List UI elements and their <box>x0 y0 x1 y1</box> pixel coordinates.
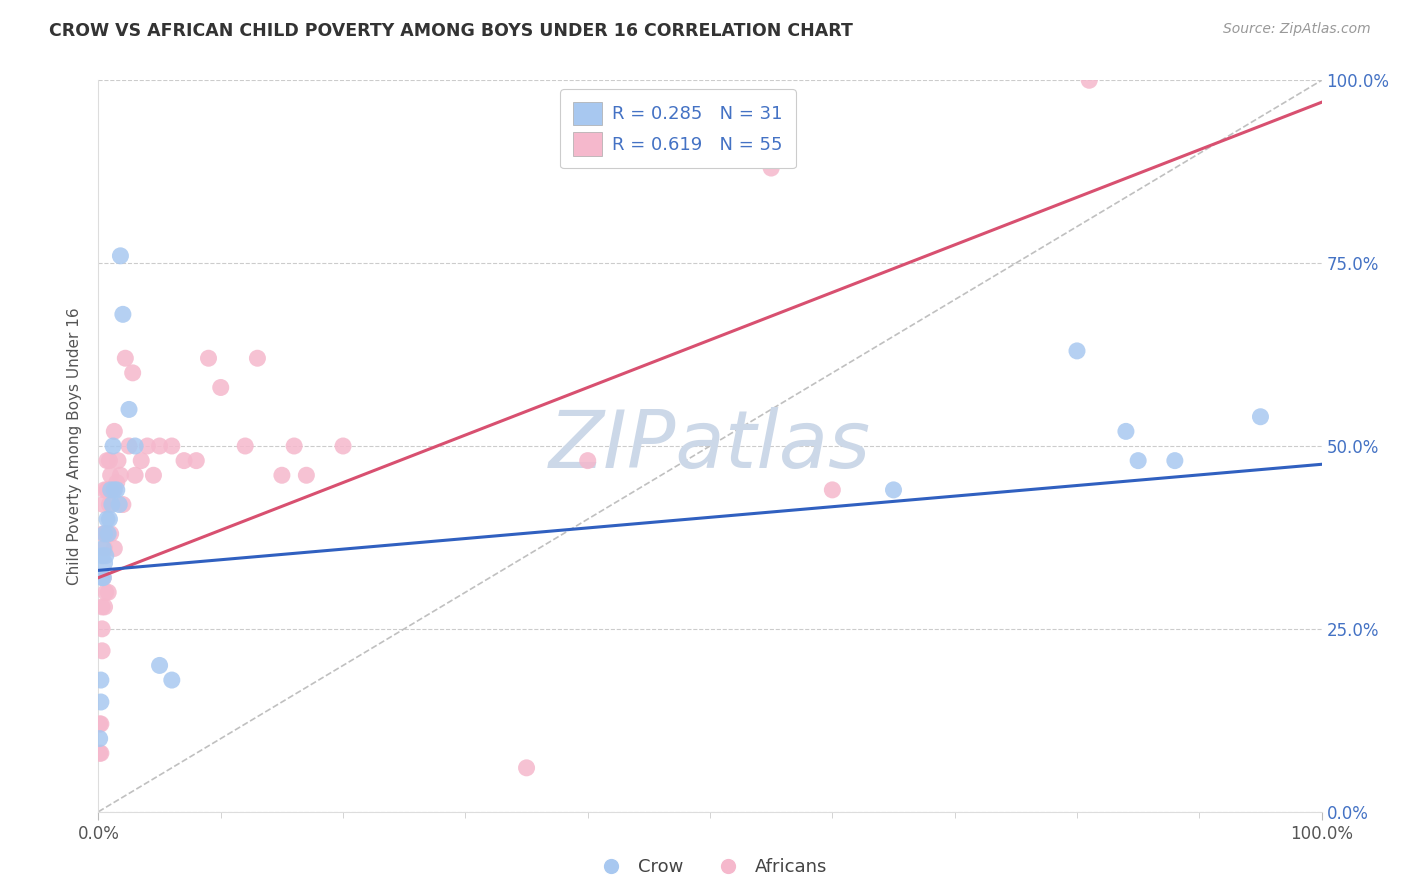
Point <box>124 468 146 483</box>
Point <box>93 599 115 614</box>
Point <box>103 541 125 556</box>
Point <box>761 161 783 175</box>
Point <box>97 483 120 497</box>
Point <box>94 526 117 541</box>
Point <box>136 439 159 453</box>
Point <box>89 746 111 760</box>
Point <box>98 512 121 526</box>
Text: Source: ZipAtlas.com: Source: ZipAtlas.com <box>1223 22 1371 37</box>
Point <box>515 761 537 775</box>
Text: CROW VS AFRICAN CHILD POVERTY AMONG BOYS UNDER 16 CORRELATION CHART: CROW VS AFRICAN CHILD POVERTY AMONG BOYS… <box>49 22 853 40</box>
Point <box>118 402 141 417</box>
Point <box>91 571 114 585</box>
Point <box>160 439 183 453</box>
Point <box>96 453 118 467</box>
Point <box>209 380 232 394</box>
Point <box>1128 453 1150 467</box>
Point <box>149 439 172 453</box>
Point <box>100 468 122 483</box>
Point <box>124 439 146 453</box>
Point <box>96 483 118 497</box>
Point <box>98 498 121 512</box>
Point <box>91 549 114 563</box>
Point <box>101 498 124 512</box>
Point <box>90 717 112 731</box>
Point <box>91 571 114 585</box>
Point <box>576 453 599 467</box>
Point <box>90 695 112 709</box>
Point <box>1249 409 1271 424</box>
Point <box>93 556 115 570</box>
Point <box>103 425 125 439</box>
Point <box>149 658 172 673</box>
Point <box>332 439 354 453</box>
Point <box>94 549 117 563</box>
Point <box>89 717 111 731</box>
Point <box>91 571 114 585</box>
Point <box>108 498 131 512</box>
Point <box>98 453 121 467</box>
Point <box>100 483 122 497</box>
Point <box>90 746 112 760</box>
Y-axis label: Child Poverty Among Boys Under 16: Child Poverty Among Boys Under 16 <box>67 307 83 585</box>
Point <box>1066 343 1088 358</box>
Point <box>110 468 132 483</box>
Point <box>105 483 128 497</box>
Point <box>821 483 844 497</box>
Point <box>100 526 122 541</box>
Point <box>91 526 114 541</box>
Point <box>114 351 136 366</box>
Point <box>91 498 114 512</box>
Point <box>129 453 152 467</box>
Legend: Crow, Africans: Crow, Africans <box>585 851 835 883</box>
Point <box>90 673 112 687</box>
Point <box>101 483 124 497</box>
Point <box>270 468 294 483</box>
Point <box>91 541 114 556</box>
Point <box>1078 73 1101 87</box>
Point <box>173 453 195 467</box>
Point <box>101 439 124 453</box>
Point <box>118 439 141 453</box>
Point <box>111 307 134 321</box>
Point <box>94 585 117 599</box>
Point <box>197 351 219 366</box>
Point <box>93 483 115 497</box>
Point <box>91 599 114 614</box>
Point <box>91 644 114 658</box>
Point <box>96 512 118 526</box>
Point <box>1164 453 1187 467</box>
Point <box>295 468 318 483</box>
Text: ZIPatlas: ZIPatlas <box>548 407 872 485</box>
Point <box>93 541 115 556</box>
Point <box>107 453 129 467</box>
Point <box>110 249 132 263</box>
Point <box>160 673 183 687</box>
Point <box>105 475 128 490</box>
Point <box>283 439 305 453</box>
Point <box>93 526 115 541</box>
Point <box>186 453 208 467</box>
Point <box>1115 425 1137 439</box>
Point <box>97 585 120 599</box>
Point <box>246 351 269 366</box>
Point <box>121 366 143 380</box>
Point <box>89 731 111 746</box>
Point <box>883 483 905 497</box>
Point <box>91 622 114 636</box>
Point <box>103 483 125 497</box>
Point <box>111 498 134 512</box>
Point <box>97 526 120 541</box>
Point <box>233 439 256 453</box>
Point <box>96 526 118 541</box>
Point <box>142 468 165 483</box>
